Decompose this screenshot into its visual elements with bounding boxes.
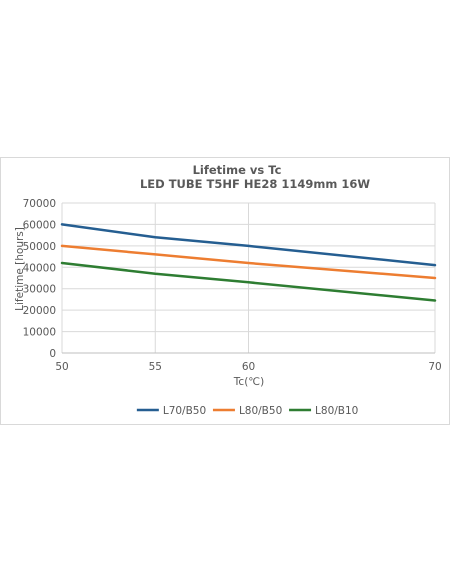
y-tick-label: 50000 bbox=[23, 241, 56, 253]
legend-item: L80/B10 bbox=[289, 405, 358, 417]
axes: 0 10000 20000 30000 40000 50000 60000 70000 50 55… bbox=[23, 198, 442, 373]
x-tick-label: 55 bbox=[149, 361, 162, 373]
y-tick-label: 40000 bbox=[23, 262, 56, 274]
series-line-l80-b10 bbox=[60, 261, 437, 302]
x-axis-label: Tc(℃) bbox=[233, 376, 264, 388]
grid bbox=[61, 202, 436, 353]
y-axis-label: Lifetime [hours] bbox=[14, 227, 26, 311]
y-tick-label: 10000 bbox=[23, 327, 56, 339]
y-tick-label: 60000 bbox=[23, 219, 56, 231]
x-tick-label: 50 bbox=[55, 361, 68, 373]
legend-item: L70/B50 bbox=[136, 405, 206, 417]
y-tick-label: 20000 bbox=[23, 305, 56, 317]
x-tick-label: 70 bbox=[428, 361, 441, 373]
y-tick-label: 30000 bbox=[23, 284, 56, 296]
legend-label: L80/B10 bbox=[315, 405, 358, 417]
legend-label: L70/B50 bbox=[163, 405, 206, 417]
chart-title: Lifetime vs Tc bbox=[193, 163, 282, 177]
legend-item: L80/B50 bbox=[212, 405, 282, 417]
series-line-l70-b50 bbox=[60, 223, 437, 267]
y-tick-label: 0 bbox=[49, 348, 56, 360]
series-lines bbox=[60, 223, 437, 302]
legend-label: L80/B50 bbox=[239, 405, 282, 417]
chart-subtitle: LED TUBE T5HF HE28 1149mm 16W bbox=[140, 177, 370, 191]
series-line-l80-b50 bbox=[60, 244, 437, 280]
x-tick-label: 60 bbox=[242, 361, 255, 373]
legend: L70/B50 L80/B50 L80/B10 bbox=[136, 405, 358, 417]
y-tick-label: 70000 bbox=[23, 198, 56, 210]
chart-container: 0 10000 20000 30000 40000 50000 60000 70000 50 55… bbox=[0, 157, 450, 425]
line-chart: 0 10000 20000 30000 40000 50000 60000 70000 50 55… bbox=[14, 163, 442, 417]
